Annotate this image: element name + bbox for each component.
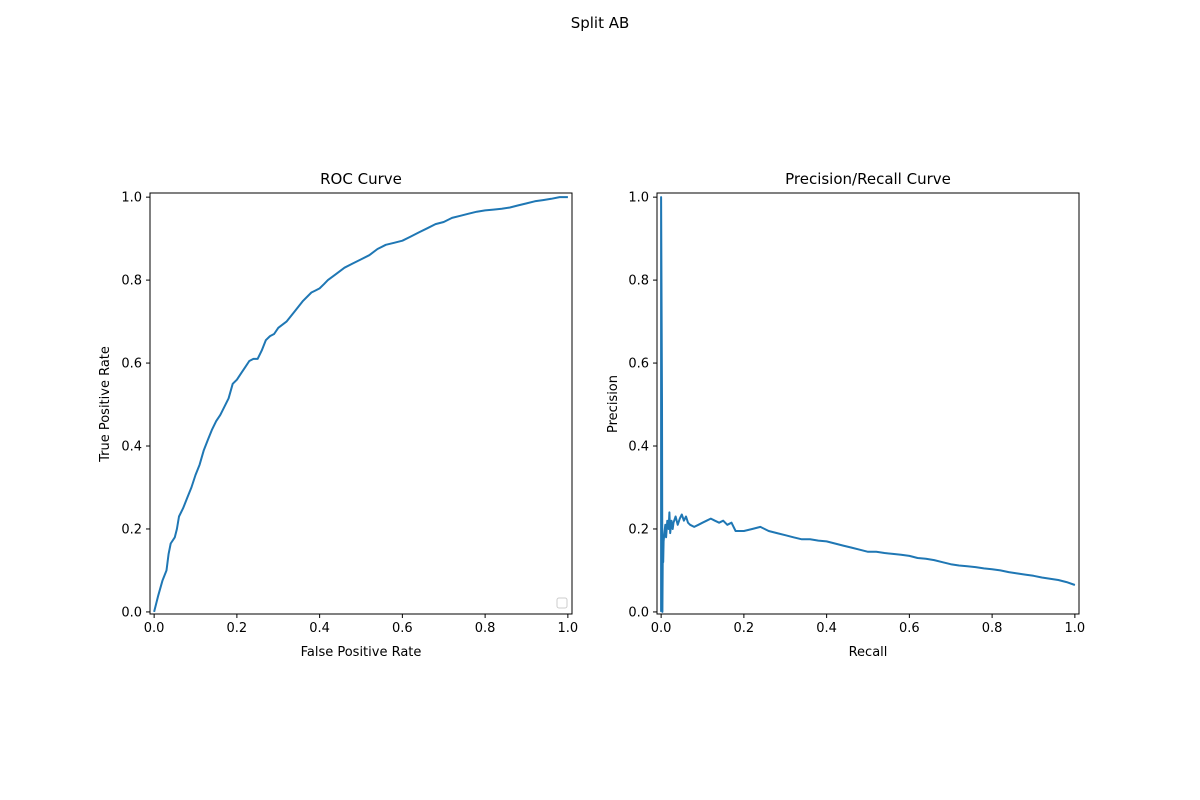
pr-ytick-label: 0.2 <box>628 522 649 537</box>
pr-title: Precision/Recall Curve <box>785 170 951 188</box>
pr-xtick-label: 0.0 <box>651 621 672 636</box>
pr-series-line <box>660 196 1076 613</box>
roc-ytick-label: 0.2 <box>121 522 142 537</box>
pr-ytick-label: 1.0 <box>628 191 649 206</box>
roc-xtick-label: 0.0 <box>144 621 165 636</box>
pr-ytick-label: 0.8 <box>628 274 649 289</box>
roc-title: ROC Curve <box>320 170 402 188</box>
pr-axes-frame <box>656 192 1080 615</box>
roc-xtick-label: 0.2 <box>227 621 248 636</box>
pr-xtick-label: 0.6 <box>899 621 920 636</box>
figure-title: Split AB <box>571 14 630 32</box>
pr-xtick-label: 0.8 <box>982 621 1003 636</box>
roc-xtick-label: 0.6 <box>392 621 413 636</box>
pr-ylabel: Precision <box>606 375 621 433</box>
pr-ytick-label: 0.0 <box>628 605 649 620</box>
roc-xtick-label: 0.4 <box>309 621 330 636</box>
roc-xtick-label: 0.8 <box>475 621 496 636</box>
roc-panel: ROC Curve False Positive Rate True Posit… <box>98 170 578 660</box>
roc-ytick-label: 0.0 <box>121 605 142 620</box>
pr-xtick-label: 1.0 <box>1065 621 1086 636</box>
roc-axes-frame <box>149 192 573 615</box>
pr-ytick-label: 0.4 <box>628 440 649 455</box>
pr-xtick-label: 0.2 <box>734 621 755 636</box>
roc-ytick-label: 0.6 <box>121 357 142 372</box>
roc-ytick-label: 0.8 <box>121 274 142 289</box>
roc-xtick-label: 1.0 <box>558 621 579 636</box>
roc-ytick-label: 1.0 <box>121 191 142 206</box>
roc-xlabel: False Positive Rate <box>301 645 422 660</box>
pr-ytick-label: 0.6 <box>628 357 649 372</box>
roc-legend-box <box>556 597 568 609</box>
roc-ytick-label: 0.4 <box>121 440 142 455</box>
pr-panel: Precision/Recall Curve Recall Precision … <box>606 170 1085 660</box>
pr-xlabel: Recall <box>849 645 888 660</box>
pr-xtick-label: 0.4 <box>816 621 837 636</box>
roc-series-line <box>153 196 568 613</box>
roc-ylabel: True Positive Rate <box>98 346 113 463</box>
